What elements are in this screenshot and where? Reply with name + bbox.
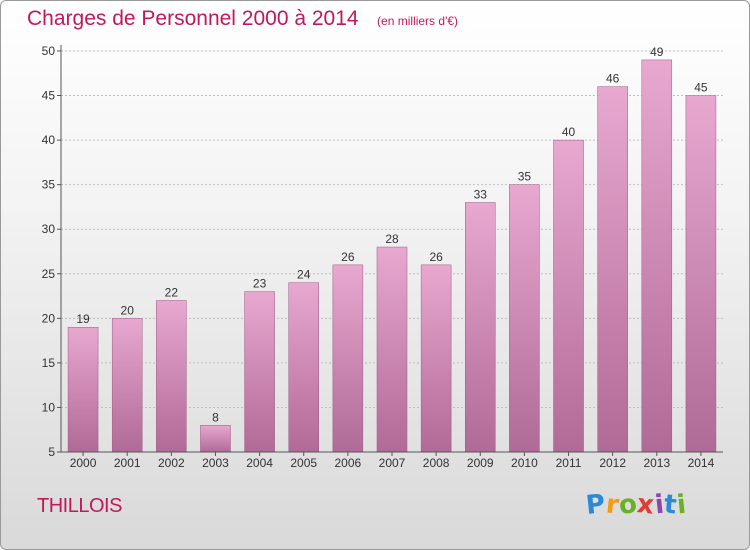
data-label-2010: 35 xyxy=(518,170,532,184)
bar-2009[interactable] xyxy=(465,202,496,453)
data-label-2011: 40 xyxy=(562,125,576,139)
bar-2005[interactable] xyxy=(288,282,319,453)
x-tick-label-2005: 2005 xyxy=(290,456,317,470)
chart-title: Charges de Personnel 2000 à 2014 xyxy=(27,7,359,30)
x-tick-label-2009: 2009 xyxy=(467,456,494,470)
proxiti-logo[interactable]: Proxiti xyxy=(584,489,688,521)
bar-2006[interactable] xyxy=(332,264,364,453)
logo-letter: i xyxy=(675,489,688,521)
bar-2002[interactable] xyxy=(156,300,187,453)
data-label-2002: 22 xyxy=(165,286,179,300)
x-tick-label-2004: 2004 xyxy=(246,456,273,470)
x-tick-label-2003: 2003 xyxy=(202,456,229,470)
label-layer: 19 20 22 8 23 24 26 28 26 33 35 40 46 49 45 xyxy=(76,45,708,424)
x-tick-label-2013: 2013 xyxy=(643,456,670,470)
bar-2001[interactable] xyxy=(111,318,143,453)
y-tick-label: 25 xyxy=(42,267,56,281)
y-tick-label: 35 xyxy=(42,178,56,192)
bar-2003[interactable] xyxy=(200,425,231,453)
x-tick-label-2001: 2001 xyxy=(114,456,141,470)
y-tick-label: 45 xyxy=(42,89,56,103)
title-row: Charges de Personnel 2000 à 2014 (en mil… xyxy=(27,7,458,31)
axis-layer: 5 10 15 20 25 30 35 40 45 50 2000 2001 2002 2003 2004 2… xyxy=(42,44,723,470)
bar-2007[interactable] xyxy=(376,246,408,453)
x-tick-label-2014: 2014 xyxy=(688,456,715,470)
y-tick-label: 5 xyxy=(48,445,55,459)
data-label-2003: 8 xyxy=(212,410,219,424)
data-label-2001: 20 xyxy=(121,303,135,317)
y-tick-label: 30 xyxy=(42,222,56,236)
x-tick-label-2007: 2007 xyxy=(379,456,406,470)
bar-2013[interactable] xyxy=(641,59,673,453)
x-tick-label-2006: 2006 xyxy=(335,456,362,470)
y-tick-label: 20 xyxy=(42,311,56,325)
data-label-2004: 23 xyxy=(253,277,267,291)
bar-2012[interactable] xyxy=(597,86,628,453)
data-label-2007: 28 xyxy=(385,232,399,246)
bar-2008[interactable] xyxy=(420,264,452,453)
data-label-2013: 49 xyxy=(650,45,664,59)
y-tick-label: 50 xyxy=(42,44,56,58)
x-tick-label-2010: 2010 xyxy=(511,456,538,470)
y-tick-label: 10 xyxy=(42,400,56,414)
data-label-2012: 46 xyxy=(606,72,620,86)
data-label-2008: 26 xyxy=(429,250,443,264)
x-tick-label-2002: 2002 xyxy=(158,456,185,470)
data-label-2000: 19 xyxy=(76,312,90,326)
x-tick-label-2011: 2011 xyxy=(556,456,582,470)
x-tick-label-2012: 2012 xyxy=(599,456,626,470)
bar-2004[interactable] xyxy=(244,291,275,453)
bar-2010[interactable] xyxy=(509,184,540,453)
data-label-2009: 33 xyxy=(474,187,488,201)
bar-layer xyxy=(67,59,717,453)
x-tick-label-2008: 2008 xyxy=(423,456,450,470)
commune-name: THILLOIS xyxy=(37,495,122,517)
data-label-2006: 26 xyxy=(341,250,355,264)
bar-2011[interactable] xyxy=(553,139,584,453)
data-label-2005: 24 xyxy=(297,268,311,282)
x-tick-label-2000: 2000 xyxy=(70,456,97,470)
y-tick-label: 15 xyxy=(42,356,56,370)
bar-2014[interactable] xyxy=(685,95,717,453)
bar-2000[interactable] xyxy=(67,326,99,453)
y-tick-label: 40 xyxy=(42,133,56,147)
data-label-2014: 45 xyxy=(694,81,708,95)
chart-subtitle: (en milliers d'€) xyxy=(377,14,459,28)
